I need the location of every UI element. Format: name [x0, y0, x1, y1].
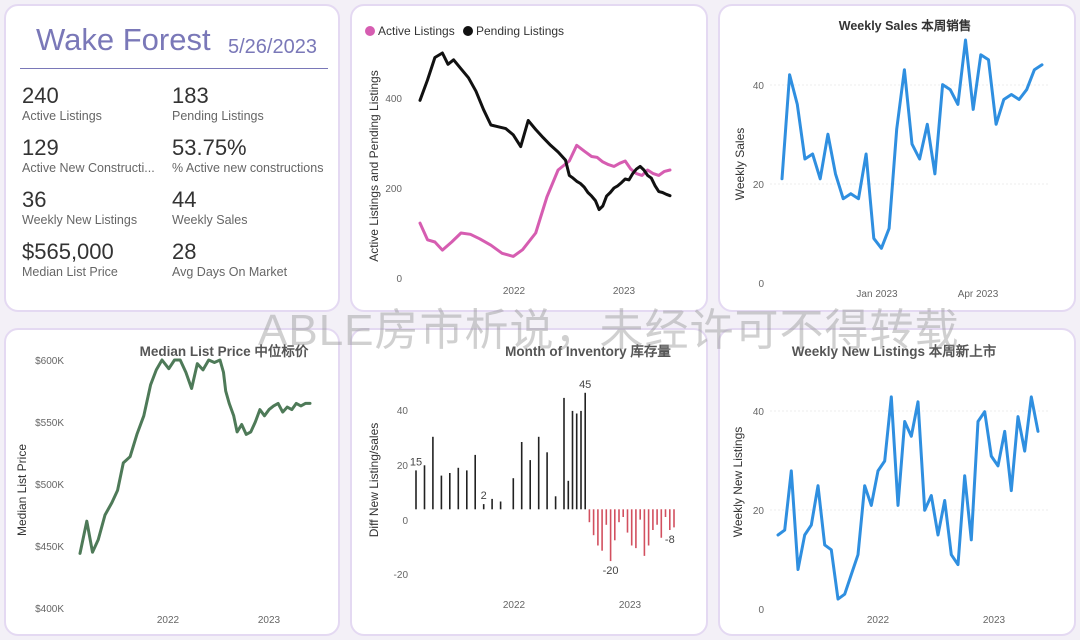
kpi-value: 183: [172, 83, 209, 108]
chart-title: Month of Inventory 库存量: [505, 343, 671, 359]
kpi-label: Avg Days On Market: [172, 265, 288, 279]
city-title: Wake Forest: [36, 22, 211, 57]
x-tick-label: 2023: [258, 615, 281, 626]
kpi-value: 28: [172, 239, 197, 264]
x-tick-label: 2023: [619, 600, 642, 611]
x-tick-label: 2022: [157, 615, 180, 626]
data-label: 45: [579, 379, 591, 391]
inventory-chart-card: Month of Inventory 库存量 Diff New Listing/…: [350, 328, 708, 636]
x-tick-label: 2023: [613, 286, 636, 297]
series-line-price-0: [78, 358, 312, 555]
kpi-value: 53.75%: [172, 135, 247, 160]
chart-ylabel: Median List Price: [15, 444, 29, 536]
chart-ylabel: Active Listings and Pending Listings: [367, 70, 381, 261]
y-tick-label: 40: [753, 407, 765, 418]
kpi-card: Wake Forest 5/26/2023 240 Active Listing…: [4, 4, 340, 312]
legend-label-active: Active Listings: [378, 24, 455, 38]
kpi-label: % Active new constructions: [172, 161, 324, 175]
kpi-value: $565,000: [22, 239, 114, 264]
series-line-sales-0: [780, 38, 1044, 250]
x-tick-label: 2022: [503, 600, 526, 611]
series-line-listings-1: [418, 51, 672, 212]
kpi-weekly-new-listings: 36 Weekly New Listings: [22, 188, 137, 228]
weekly-sales-chart-card: Weekly Sales 本周销售 Weekly Sales 0 20 40 J…: [718, 4, 1076, 312]
kpi-active-new-construction: 129 Active New Constructi...: [22, 136, 155, 176]
kpi-value: 240: [22, 83, 59, 108]
median-price-chart: Median List Price 中位标价 Median List Price…: [15, 343, 312, 626]
chart-title: Weekly New Listings 本周新上市: [792, 343, 997, 359]
y-tick-label: $500K: [35, 480, 64, 491]
kpi-pct-new-construction: 53.75% % Active new constructions: [172, 136, 323, 176]
data-label: -8: [665, 534, 675, 546]
kpi-pending-listings: 183 Pending Listings: [172, 84, 264, 124]
legend-marker-pending: [463, 26, 473, 36]
y-tick-label: 0: [758, 605, 764, 616]
y-tick-label: 20: [753, 180, 765, 191]
kpi-label: Weekly New Listings: [22, 213, 138, 227]
kpi-label: Weekly Sales: [172, 213, 248, 227]
y-tick-label: 20: [753, 506, 765, 517]
y-tick-label: 20: [397, 461, 409, 472]
y-tick-label: 0: [758, 279, 764, 290]
y-tick-label: $450K: [35, 542, 64, 553]
x-tick-label: Jan 2023: [856, 289, 898, 300]
chart-title: Median List Price 中位标价: [140, 343, 309, 359]
data-label: -20: [603, 565, 619, 577]
chart-ylabel: Weekly Sales: [733, 128, 747, 200]
new-listings-chart: Weekly New Listings 本周新上市 Weekly New Lis…: [731, 343, 1050, 626]
x-tick-label: Apr 2023: [958, 289, 999, 300]
x-tick-label: 2022: [867, 615, 890, 626]
title-divider: [20, 68, 328, 69]
inventory-chart: Month of Inventory 库存量 Diff New Listing/…: [367, 343, 675, 611]
kpi-label: Pending Listings: [172, 109, 264, 123]
kpi-weekly-sales: 44 Weekly Sales: [172, 188, 248, 228]
kpi-median-list-price: $565,000 Median List Price: [22, 240, 118, 280]
chart-ylabel: Weekly New Listings: [731, 427, 745, 537]
x-tick-label: 2023: [983, 615, 1006, 626]
new-listings-chart-card: Weekly New Listings 本周新上市 Weekly New Lis…: [718, 328, 1076, 636]
report-date: 5/26/2023: [228, 36, 317, 58]
kpi-label: Active Listings: [22, 109, 102, 123]
listings-chart: Active Listings and Pending Listings Act…: [365, 24, 672, 297]
y-tick-label: 40: [397, 406, 409, 417]
median-price-chart-card: Median List Price 中位标价 Median List Price…: [4, 328, 340, 636]
y-tick-label: 0: [396, 274, 402, 285]
legend-marker-active: [365, 26, 375, 36]
chart-ylabel: Diff New Listing/sales: [367, 423, 381, 538]
y-tick-label: $600K: [35, 356, 64, 367]
weekly-sales-chart: Weekly Sales 本周销售 Weekly Sales 0 20 40 J…: [733, 18, 1050, 300]
kpi-avg-days-on-market: 28 Avg Days On Market: [172, 240, 287, 280]
kpi-value: 44: [172, 187, 197, 212]
y-tick-label: $400K: [35, 604, 64, 615]
kpi-label: Active New Constructi...: [22, 161, 155, 175]
legend-label-pending: Pending Listings: [476, 24, 564, 38]
kpi-active-listings: 240 Active Listings: [22, 84, 102, 124]
y-tick-label: 40: [753, 81, 765, 92]
series-line-listings-0: [418, 143, 672, 258]
x-tick-label: 2022: [503, 286, 526, 297]
y-tick-label: 400: [385, 94, 402, 105]
y-tick-label: 200: [385, 184, 402, 195]
series-line-newlistings-0: [776, 395, 1040, 601]
data-label: 15: [410, 456, 422, 468]
data-label: 2: [481, 490, 487, 502]
y-tick-label: -20: [394, 570, 409, 581]
y-tick-label: 0: [402, 516, 408, 527]
kpi-value: 36: [22, 187, 47, 212]
kpi-value: 129: [22, 135, 59, 160]
y-tick-label: $550K: [35, 418, 64, 429]
kpi-label: Median List Price: [22, 265, 118, 279]
listings-chart-card: Active Listings and Pending Listings Act…: [350, 4, 708, 312]
chart-title: Weekly Sales 本周销售: [839, 18, 971, 33]
